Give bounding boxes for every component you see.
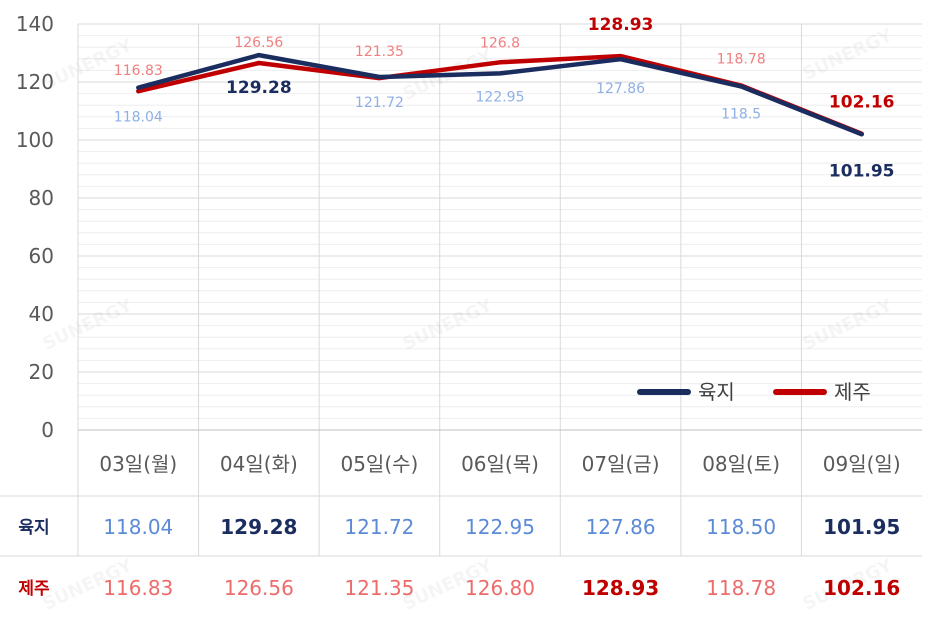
data-label: 118.04 (114, 110, 163, 126)
data-label: 118.78 (717, 52, 766, 68)
plot-area (78, 24, 922, 430)
data-label: 121.72 (355, 95, 404, 111)
table-cell: 118.78 (706, 576, 776, 600)
table-cell: 127.86 (586, 515, 656, 539)
x-tick-label: 05일(수) (340, 452, 418, 476)
x-tick-label: 09일(일) (823, 452, 901, 476)
legend-label: 육지 (698, 380, 735, 404)
table-cell: 118.50 (706, 515, 776, 539)
table-cell: 122.95 (465, 515, 535, 539)
data-label: 118.5 (721, 106, 761, 122)
table-cell: 126.56 (224, 576, 294, 600)
data-label: 127.86 (596, 81, 645, 97)
table-cell: 121.35 (344, 576, 414, 600)
gridlines (78, 23, 922, 556)
data-label: 121.35 (355, 44, 404, 60)
data-label: 102.16 (829, 93, 895, 113)
table-row-label: 제주 (18, 579, 50, 599)
table-cell: 121.72 (344, 515, 414, 539)
y-tick-label: 60 (29, 244, 54, 268)
data-label: 116.83 (114, 63, 163, 79)
table-cell: 116.83 (103, 576, 173, 600)
table-cell: 126.80 (465, 576, 535, 600)
y-tick-label: 140 (16, 12, 54, 36)
table-cell: 102.16 (823, 576, 900, 600)
table-cell: 128.93 (582, 576, 659, 600)
y-tick-label: 40 (29, 302, 54, 326)
y-tick-label: 100 (16, 128, 54, 152)
legend: 육지 제주 (637, 380, 871, 404)
data-label: 126.56 (234, 35, 283, 51)
y-tick-label: 0 (41, 418, 54, 442)
x-tick-label: 03일(월) (99, 452, 177, 476)
x-tick-label: 07일(금) (582, 452, 660, 476)
data-label: 129.28 (226, 78, 292, 98)
x-tick-label: 06일(목) (461, 452, 539, 476)
table-cell: 101.95 (823, 515, 900, 539)
table-cell: 129.28 (220, 515, 297, 539)
data-label: 101.95 (829, 161, 895, 181)
series-line-yukji (136, 52, 864, 137)
data-label: 128.93 (588, 15, 654, 35)
y-tick-label: 80 (29, 186, 54, 210)
data-label: 126.8 (480, 35, 520, 51)
x-tick-label: 08일(토) (702, 452, 780, 476)
y-tick-label: 120 (16, 70, 54, 94)
table-cell: 118.04 (103, 515, 173, 539)
legend-label: 제주 (834, 380, 871, 404)
y-tick-label: 20 (29, 360, 54, 384)
x-tick-label: 04일(화) (220, 452, 298, 476)
table-row-label: 육지 (18, 518, 49, 538)
data-label: 122.95 (476, 89, 525, 105)
